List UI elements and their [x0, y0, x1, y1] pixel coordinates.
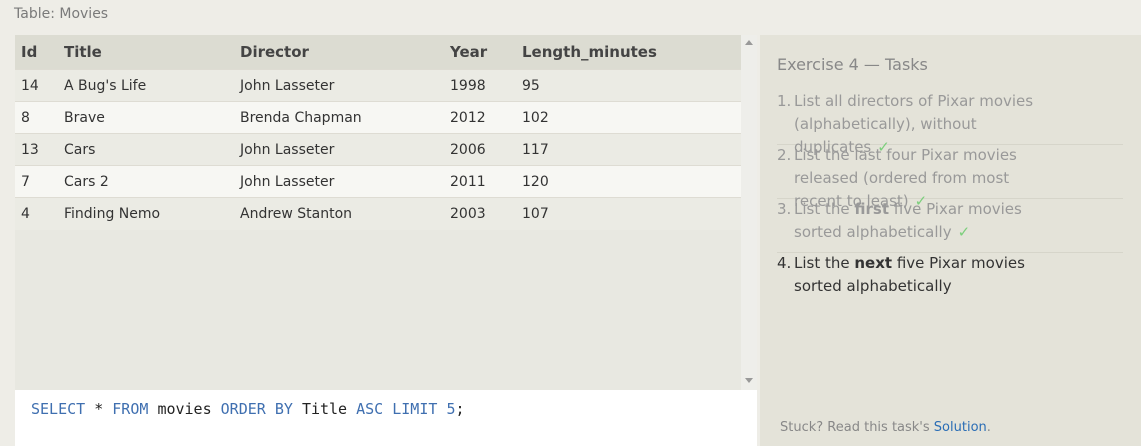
task: 3. List the first five Pixar movies sorte…	[777, 198, 1123, 253]
task-text-part: List the last four Pixar movies released…	[794, 146, 1017, 210]
results-table: Id Title Director Year Length_minutes 14 A Bug…	[15, 35, 741, 390]
hint-text: Stuck? Read this task's	[780, 420, 934, 435]
header-row: Id Title Director Year Length_minutes	[15, 35, 741, 69]
table-row: 14 A Bug's Life John Lasseter 1998 95	[15, 69, 741, 102]
query-token: SELECT	[31, 400, 86, 418]
query-token: ASC	[356, 400, 384, 418]
task-text: List the next five Pixar movies sorted a…	[794, 252, 1059, 298]
task: 1. List all directors of Pixar movies (al…	[777, 90, 1123, 156]
task-text-part: List the	[794, 254, 855, 272]
query-token: ;	[455, 400, 465, 418]
table-cell: Brenda Chapman	[240, 110, 362, 126]
task-text-part: List all directors of Pixar movies (alph…	[794, 92, 1034, 156]
query-token: *	[94, 400, 104, 418]
task-bold: first	[854, 200, 889, 218]
query-token: 5	[446, 400, 456, 418]
table-cell: 14	[21, 78, 39, 94]
table-cell: John Lasseter	[240, 142, 335, 158]
sql-editor[interactable]: SELECT * FROM movies ORDER BY Title ASC …	[15, 390, 757, 446]
table-cell: 1998	[450, 78, 486, 94]
table-cell: 2006	[450, 142, 486, 158]
query-token: LIMIT	[392, 400, 438, 418]
task: 2. List the last four Pixar movies releas…	[777, 144, 1123, 210]
hint-end: .	[986, 420, 991, 435]
table-cell: 107	[522, 206, 549, 222]
task-text-part: five Pixar movies sorted alphabetically	[794, 254, 1025, 295]
table-cell: Brave	[64, 110, 105, 126]
table-caption: Table: Movies	[14, 6, 109, 22]
task-bold: next	[854, 254, 893, 272]
header-cell: Title	[64, 43, 102, 61]
header-cell: Length_minutes	[522, 43, 657, 61]
table-cell: 95	[522, 78, 540, 94]
table-cell: 2012	[450, 110, 486, 126]
table-cell: John Lasseter	[240, 174, 335, 190]
header-cell: Id	[21, 43, 38, 61]
table-cell: John Lasseter	[240, 78, 335, 94]
table-cell: Finding Nemo	[64, 206, 161, 222]
task-number: 2.	[777, 146, 792, 164]
task-number: 3.	[777, 200, 792, 218]
scroll-arrows	[745, 40, 753, 383]
table-cell: A Bug's Life	[64, 78, 147, 94]
task-panel: Exercise 4 — Tasks Stuck? Read this task…	[760, 35, 1141, 446]
scrollbar[interactable]	[741, 35, 757, 390]
exercise-title: Exercise 4 — Tasks	[777, 55, 928, 74]
task-text: List the last four Pixar movies released…	[794, 144, 1059, 213]
table-row: 4 Finding Nemo Andrew Stanton 2003 107	[15, 197, 741, 230]
table-cell: 7	[21, 174, 30, 190]
task-check: ✓	[877, 138, 890, 156]
table-cell: Cars 2	[64, 174, 109, 190]
table-cell: 2003	[450, 206, 486, 222]
hint: Stuck? Read this task's Solution.	[780, 420, 991, 435]
header-cell: Year	[450, 43, 488, 61]
query-text: SELECT * FROM movies ORDER BY Title ASC …	[31, 400, 465, 418]
table-row: 8 Brave Brenda Chapman 2012 102	[15, 101, 741, 134]
table-cell: 102	[522, 110, 549, 126]
task-check: ✓	[957, 223, 971, 241]
query-token: ORDER BY	[220, 400, 293, 418]
query-token: Title	[301, 400, 348, 418]
header-cell: Director	[240, 43, 309, 61]
table-cell: Andrew Stanton	[240, 206, 353, 222]
task-check: ✓	[914, 192, 928, 210]
task-text-part: five Pixar movies sorted alphabetically	[794, 200, 1022, 241]
query-token: movies	[157, 400, 212, 418]
table-cell: Cars	[64, 142, 96, 158]
task-text: List the first five Pixar movies sorted …	[794, 198, 1059, 244]
table-row: 7 Cars 2 John Lasseter 2011 120	[15, 165, 741, 198]
table-cell: 4	[21, 206, 30, 222]
table-cell: 2011	[450, 174, 486, 190]
table-row: 13 Cars John Lasseter 2006 117	[15, 133, 741, 166]
table-cell: 13	[21, 142, 39, 158]
query-token: FROM	[112, 400, 149, 418]
table-cell: 8	[21, 110, 30, 126]
task-text: List all directors of Pixar movies (alph…	[794, 90, 1059, 159]
table-cell: 117	[522, 142, 549, 158]
task-number: 4.	[777, 254, 792, 272]
task-number: 1.	[777, 92, 792, 110]
table-cell: 120	[522, 174, 549, 190]
solution-link[interactable]: Solution	[933, 420, 987, 435]
task-text-part: List the	[794, 200, 855, 218]
